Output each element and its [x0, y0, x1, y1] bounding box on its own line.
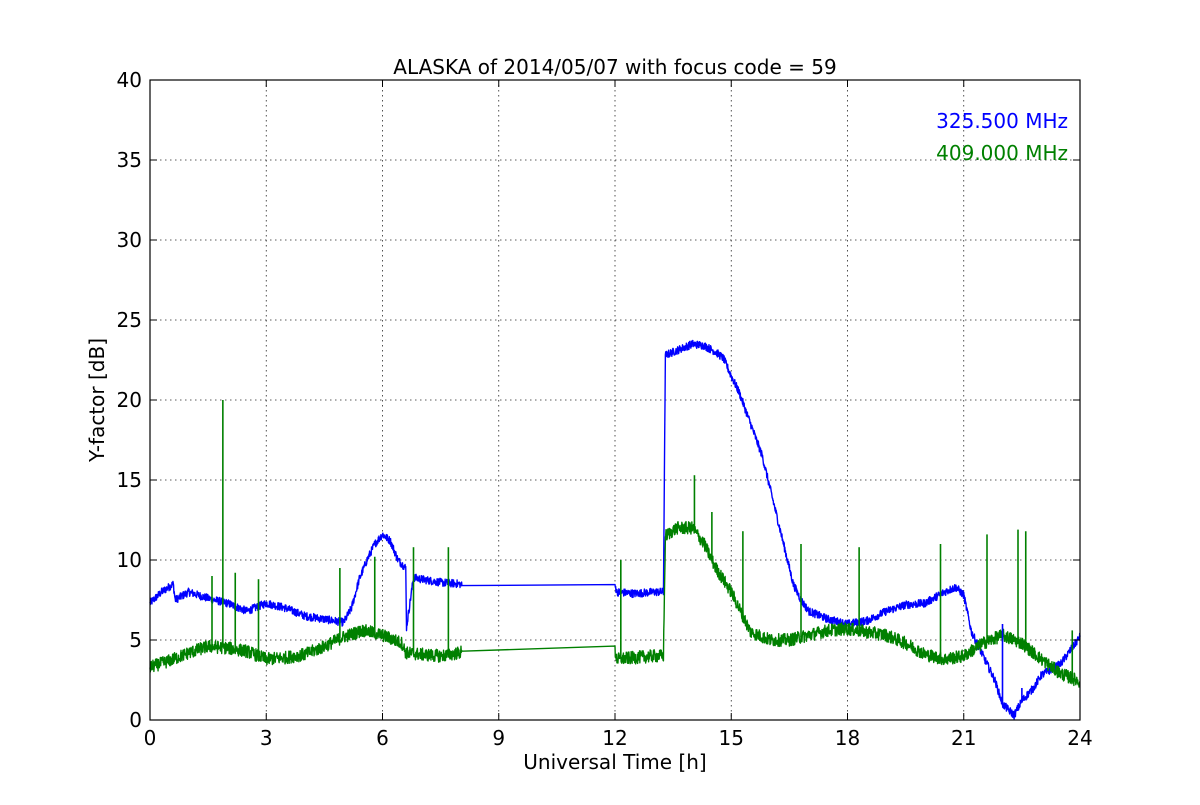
x-tick-label: 3 [260, 726, 273, 750]
legend-entry-409-000: 409.000 MHz [936, 141, 1068, 165]
y-tick-label: 25 [117, 308, 142, 332]
x-tick-label: 9 [492, 726, 505, 750]
y-tick-label: 15 [117, 468, 142, 492]
x-tick-label: 21 [951, 726, 976, 750]
x-tick-label: 24 [1067, 726, 1092, 750]
x-axis-label: Universal Time [h] [523, 750, 706, 774]
x-tick-label: 0 [144, 726, 157, 750]
x-tick-label: 12 [602, 726, 627, 750]
y-tick-label: 35 [117, 148, 142, 172]
y-tick-label: 20 [117, 388, 142, 412]
series-line-0 [149, 339, 1081, 720]
axis-ticks: 0 3 6 9 12 15 18 21 24 0 5 10 15 20 25 30 35 40 [117, 68, 1093, 750]
y-tick-label: 0 [129, 708, 142, 732]
x-tick-label: 18 [835, 726, 860, 750]
grid [150, 80, 1080, 720]
y-tick-label: 5 [129, 628, 142, 652]
chart-title: ALASKA of 2014/05/07 with focus code = 5… [393, 55, 836, 79]
y-tick-label: 30 [117, 228, 142, 252]
x-tick-label: 15 [719, 726, 744, 750]
legend: 325.500 MHz 409.000 MHz [936, 109, 1068, 165]
x-tick-label: 6 [376, 726, 389, 750]
series-line-1 [149, 520, 1081, 688]
y-axis-label: Y-factor [dB] [85, 338, 109, 463]
legend-entry-325-500: 325.500 MHz [936, 109, 1068, 133]
y-tick-label: 40 [117, 68, 142, 92]
series-layer [149, 339, 1081, 720]
y-tick-label: 10 [117, 548, 142, 572]
